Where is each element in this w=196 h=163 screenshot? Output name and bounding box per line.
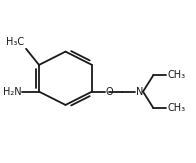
Text: N: N	[136, 87, 143, 97]
Text: CH₃: CH₃	[167, 103, 185, 113]
Text: H₃C: H₃C	[6, 37, 24, 47]
Text: CH₃: CH₃	[167, 70, 185, 80]
Text: H₂N: H₂N	[3, 87, 21, 97]
Text: O: O	[106, 87, 113, 97]
